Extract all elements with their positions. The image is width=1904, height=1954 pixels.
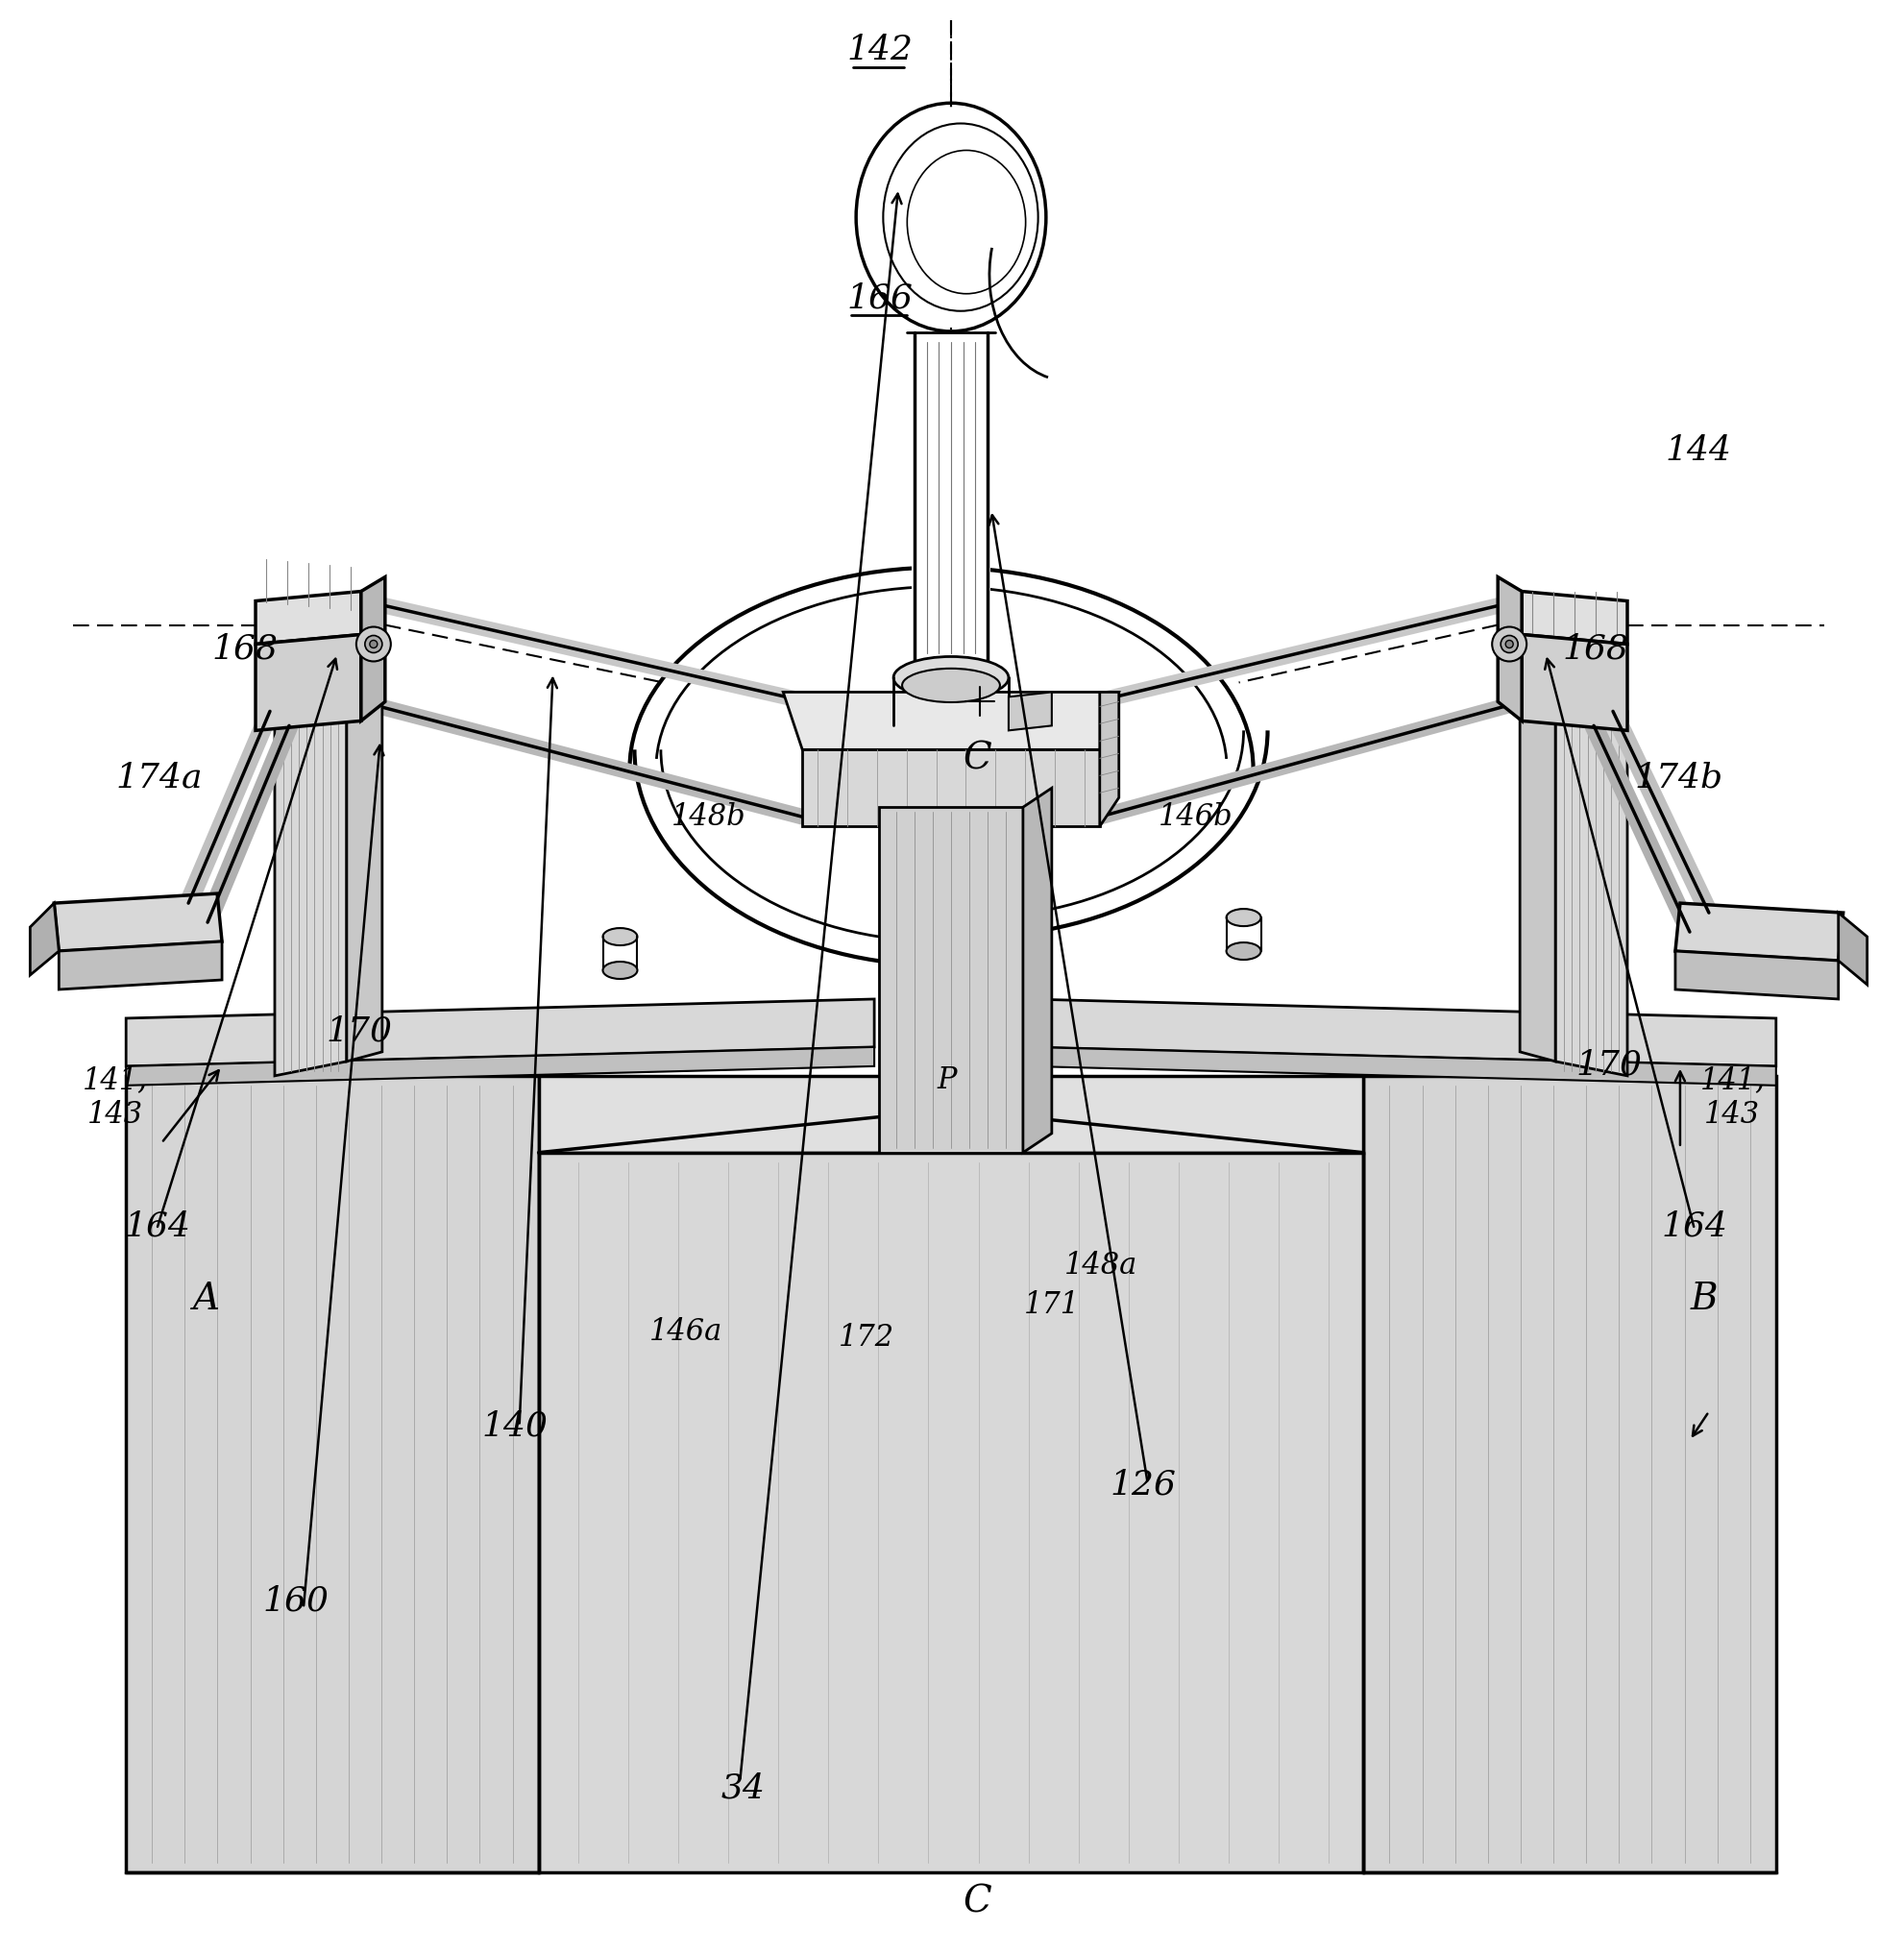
Polygon shape xyxy=(1519,688,1556,1061)
Polygon shape xyxy=(539,1153,1363,1872)
Polygon shape xyxy=(783,692,1118,750)
Ellipse shape xyxy=(902,668,1000,701)
Polygon shape xyxy=(255,592,362,645)
Text: 144: 144 xyxy=(1664,434,1731,467)
Text: 168: 168 xyxy=(211,633,278,666)
Polygon shape xyxy=(1674,903,1843,961)
Polygon shape xyxy=(59,942,223,989)
Circle shape xyxy=(1491,627,1525,660)
Polygon shape xyxy=(362,576,385,721)
Polygon shape xyxy=(1521,592,1626,645)
Text: B: B xyxy=(1689,1282,1717,1317)
Text: 126: 126 xyxy=(1108,1467,1175,1501)
Ellipse shape xyxy=(893,657,1007,700)
Polygon shape xyxy=(255,635,362,731)
Polygon shape xyxy=(802,750,1099,827)
Text: 166: 166 xyxy=(847,281,912,315)
Polygon shape xyxy=(53,893,223,952)
Text: 160: 160 xyxy=(263,1585,329,1618)
Polygon shape xyxy=(1099,692,1118,827)
Text: 168: 168 xyxy=(1561,633,1628,666)
Polygon shape xyxy=(274,698,347,1077)
Circle shape xyxy=(366,635,383,653)
Text: 171: 171 xyxy=(1022,1290,1080,1319)
Polygon shape xyxy=(1028,998,1775,1067)
Polygon shape xyxy=(1556,698,1626,1077)
Text: 146b: 146b xyxy=(1158,801,1232,832)
Text: C: C xyxy=(962,1884,990,1919)
Text: 141,
143: 141, 143 xyxy=(84,1065,149,1129)
Ellipse shape xyxy=(1226,909,1260,926)
Polygon shape xyxy=(1497,576,1521,721)
Polygon shape xyxy=(1521,635,1626,731)
Ellipse shape xyxy=(602,928,638,946)
Text: 170: 170 xyxy=(326,1016,392,1047)
Text: 140: 140 xyxy=(482,1409,548,1442)
Circle shape xyxy=(369,641,377,649)
Polygon shape xyxy=(1363,1077,1775,1872)
Text: 148a: 148a xyxy=(1064,1251,1137,1280)
Text: 164: 164 xyxy=(124,1210,190,1243)
Polygon shape xyxy=(1022,787,1051,1153)
Text: 172: 172 xyxy=(838,1323,895,1352)
Polygon shape xyxy=(912,332,990,672)
Polygon shape xyxy=(1674,952,1837,998)
Polygon shape xyxy=(347,688,383,1061)
Polygon shape xyxy=(126,1077,539,1872)
Text: 146a: 146a xyxy=(649,1317,722,1346)
Text: 148b: 148b xyxy=(672,801,746,832)
Text: P: P xyxy=(937,1065,956,1096)
Polygon shape xyxy=(539,1077,1363,1153)
Polygon shape xyxy=(126,1047,874,1084)
Text: 141,
143: 141, 143 xyxy=(1698,1065,1765,1129)
Text: 164: 164 xyxy=(1660,1210,1727,1243)
Polygon shape xyxy=(1007,692,1051,731)
Ellipse shape xyxy=(602,961,638,979)
Polygon shape xyxy=(126,998,874,1067)
Text: 174a: 174a xyxy=(116,762,202,795)
Polygon shape xyxy=(1028,1047,1775,1084)
Text: 34: 34 xyxy=(722,1772,765,1805)
Ellipse shape xyxy=(1226,942,1260,959)
Polygon shape xyxy=(878,807,1022,1153)
Polygon shape xyxy=(30,903,59,975)
Circle shape xyxy=(356,627,390,660)
Text: 142: 142 xyxy=(847,33,912,66)
Circle shape xyxy=(1500,635,1517,653)
Circle shape xyxy=(1504,641,1512,649)
Polygon shape xyxy=(1837,913,1866,985)
Text: 174b: 174b xyxy=(1634,762,1723,795)
Text: 170: 170 xyxy=(1575,1049,1641,1081)
Text: A: A xyxy=(192,1282,221,1317)
Text: C: C xyxy=(962,741,990,776)
Ellipse shape xyxy=(859,107,1041,328)
